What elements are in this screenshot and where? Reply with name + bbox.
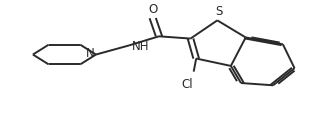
Text: NH: NH <box>132 40 150 53</box>
Text: O: O <box>148 3 157 16</box>
Text: N: N <box>86 47 94 61</box>
Text: Cl: Cl <box>182 78 193 92</box>
Text: S: S <box>215 5 223 18</box>
